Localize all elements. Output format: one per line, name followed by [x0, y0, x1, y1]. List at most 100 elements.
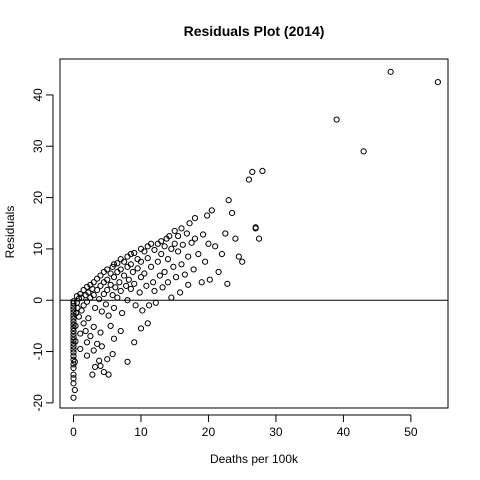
- data-point: [171, 227, 178, 235]
- data-point: [72, 322, 79, 329]
- data-point: [218, 250, 226, 258]
- data-point: [144, 320, 151, 327]
- x-axis-label: Deaths per 100k: [210, 452, 299, 466]
- data-point: [225, 197, 232, 204]
- data-point: [70, 327, 77, 335]
- x-tick-label: 10: [134, 425, 148, 439]
- data-point: [96, 357, 103, 364]
- data-point: [70, 375, 77, 382]
- data-point: [105, 371, 112, 378]
- data-point: [97, 282, 104, 289]
- data-point: [70, 315, 77, 322]
- data-point: [131, 249, 138, 257]
- data-point: [179, 241, 186, 248]
- data-point: [224, 280, 231, 287]
- data-point: [70, 343, 77, 350]
- data-point: [102, 301, 109, 308]
- data-point: [100, 368, 107, 376]
- data-point: [114, 260, 121, 267]
- data-point: [137, 258, 145, 265]
- data-point: [90, 347, 97, 354]
- x-tick-label: 0: [70, 425, 77, 439]
- data-point: [104, 286, 111, 294]
- data-point: [75, 313, 82, 320]
- data-point: [70, 309, 77, 316]
- data-point: [141, 270, 148, 277]
- data-point: [232, 235, 239, 242]
- data-point: [161, 243, 168, 250]
- data-point: [98, 343, 105, 350]
- data-point: [164, 279, 172, 286]
- data-point: [70, 394, 77, 401]
- data-point: [174, 248, 182, 255]
- data-point: [87, 333, 94, 340]
- data-point: [171, 240, 178, 247]
- x-tick-label: 50: [404, 425, 418, 439]
- data-point: [127, 250, 134, 258]
- data-point: [127, 285, 134, 293]
- data-point: [83, 339, 91, 346]
- data-point: [168, 245, 175, 252]
- data-point: [96, 296, 103, 303]
- data-point: [139, 307, 146, 314]
- y-tick-label: 10: [31, 242, 45, 256]
- data-point: [144, 255, 151, 262]
- data-point: [198, 279, 205, 286]
- data-point: [201, 258, 209, 265]
- data-point: [83, 352, 91, 359]
- data-point: [104, 356, 111, 363]
- data-point: [239, 258, 246, 265]
- data-point: [249, 168, 256, 176]
- data-point: [228, 209, 236, 217]
- data-point: [70, 364, 77, 372]
- data-point: [154, 258, 161, 265]
- data-point: [172, 274, 180, 281]
- data-point: [70, 330, 77, 338]
- y-axis-label: Residuals: [3, 206, 17, 259]
- data-point: [235, 253, 242, 260]
- data-point: [137, 325, 145, 332]
- data-point: [104, 276, 111, 283]
- x-tick-label: 40: [337, 425, 351, 439]
- data-point: [109, 291, 116, 299]
- data-point: [85, 289, 92, 296]
- data-point: [166, 232, 173, 240]
- data-point: [158, 250, 165, 258]
- data-point: [212, 243, 219, 250]
- data-point: [205, 240, 212, 247]
- data-point: [89, 371, 96, 378]
- data-point: [186, 220, 193, 227]
- data-point: [145, 302, 153, 309]
- data-point: [104, 266, 111, 273]
- data-point: [137, 274, 145, 281]
- data-point: [191, 215, 199, 222]
- data-point: [129, 268, 136, 276]
- data-point: [71, 386, 78, 394]
- data-point: [360, 148, 367, 155]
- data-point: [70, 346, 77, 353]
- x-tick-label: 20: [202, 425, 216, 439]
- data-point: [121, 258, 128, 265]
- data-point: [107, 281, 114, 288]
- data-point: [70, 380, 77, 387]
- data-point: [191, 235, 199, 242]
- data-point: [181, 271, 188, 278]
- data-point: [333, 116, 340, 123]
- data-point: [158, 238, 165, 245]
- data-point: [94, 286, 101, 294]
- data-point: [114, 294, 121, 301]
- data-point: [91, 363, 99, 371]
- data-point: [97, 272, 104, 279]
- data-point: [70, 353, 77, 360]
- data-point: [121, 272, 128, 279]
- data-point: [159, 284, 166, 291]
- data-point: [71, 358, 78, 365]
- data-point: [83, 298, 91, 305]
- data-point: [147, 240, 155, 247]
- data-point: [151, 246, 158, 254]
- data-point: [94, 275, 101, 282]
- data-point: [204, 212, 211, 219]
- data-point: [78, 307, 85, 314]
- data-point: [109, 351, 116, 358]
